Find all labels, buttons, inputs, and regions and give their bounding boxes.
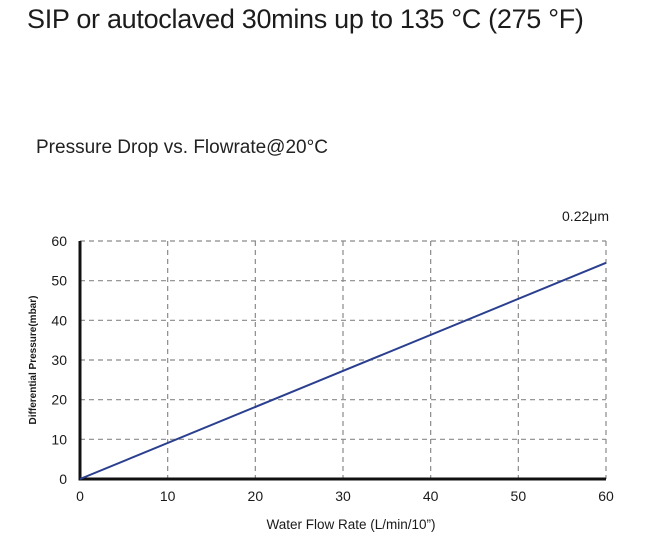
y-tick-label: 60 (51, 233, 67, 249)
y-tick-label: 20 (51, 392, 67, 408)
y-tick-label: 10 (51, 431, 67, 447)
x-tick-label: 40 (423, 488, 439, 504)
y-tick-label: 50 (51, 273, 67, 289)
x-tick-label: 0 (76, 488, 84, 504)
y-tick-label: 0 (59, 471, 67, 487)
y-tick-label: 30 (51, 352, 67, 368)
x-tick-label: 10 (160, 488, 176, 504)
x-tick-label: 60 (598, 488, 614, 504)
x-tick-label: 50 (511, 488, 527, 504)
axes-layer (78, 241, 606, 481)
series-line (79, 261, 607, 480)
labels-layer: 0 10 20 30 40 50 60 0 10 20 30 40 50 60 Water Flow Rat… (28, 208, 614, 532)
x-tick-label: 20 (248, 488, 264, 504)
x-tick-label: 30 (335, 488, 351, 504)
x-axis-title: Water Flow Rate (L/min/10”) (266, 517, 435, 532)
series-layer (79, 261, 607, 480)
page-heading: SIP or autoclaved 30mins up to 135 °C (2… (27, 4, 584, 34)
chart-title: Pressure Drop vs. Flowrate@20°C (36, 137, 328, 158)
y-tick-label: 40 (51, 312, 67, 328)
grid-layer (80, 240, 607, 479)
series-label: 0.22μm (562, 208, 609, 224)
y-axis-title: Differential Pressure(mbar) (28, 296, 39, 425)
